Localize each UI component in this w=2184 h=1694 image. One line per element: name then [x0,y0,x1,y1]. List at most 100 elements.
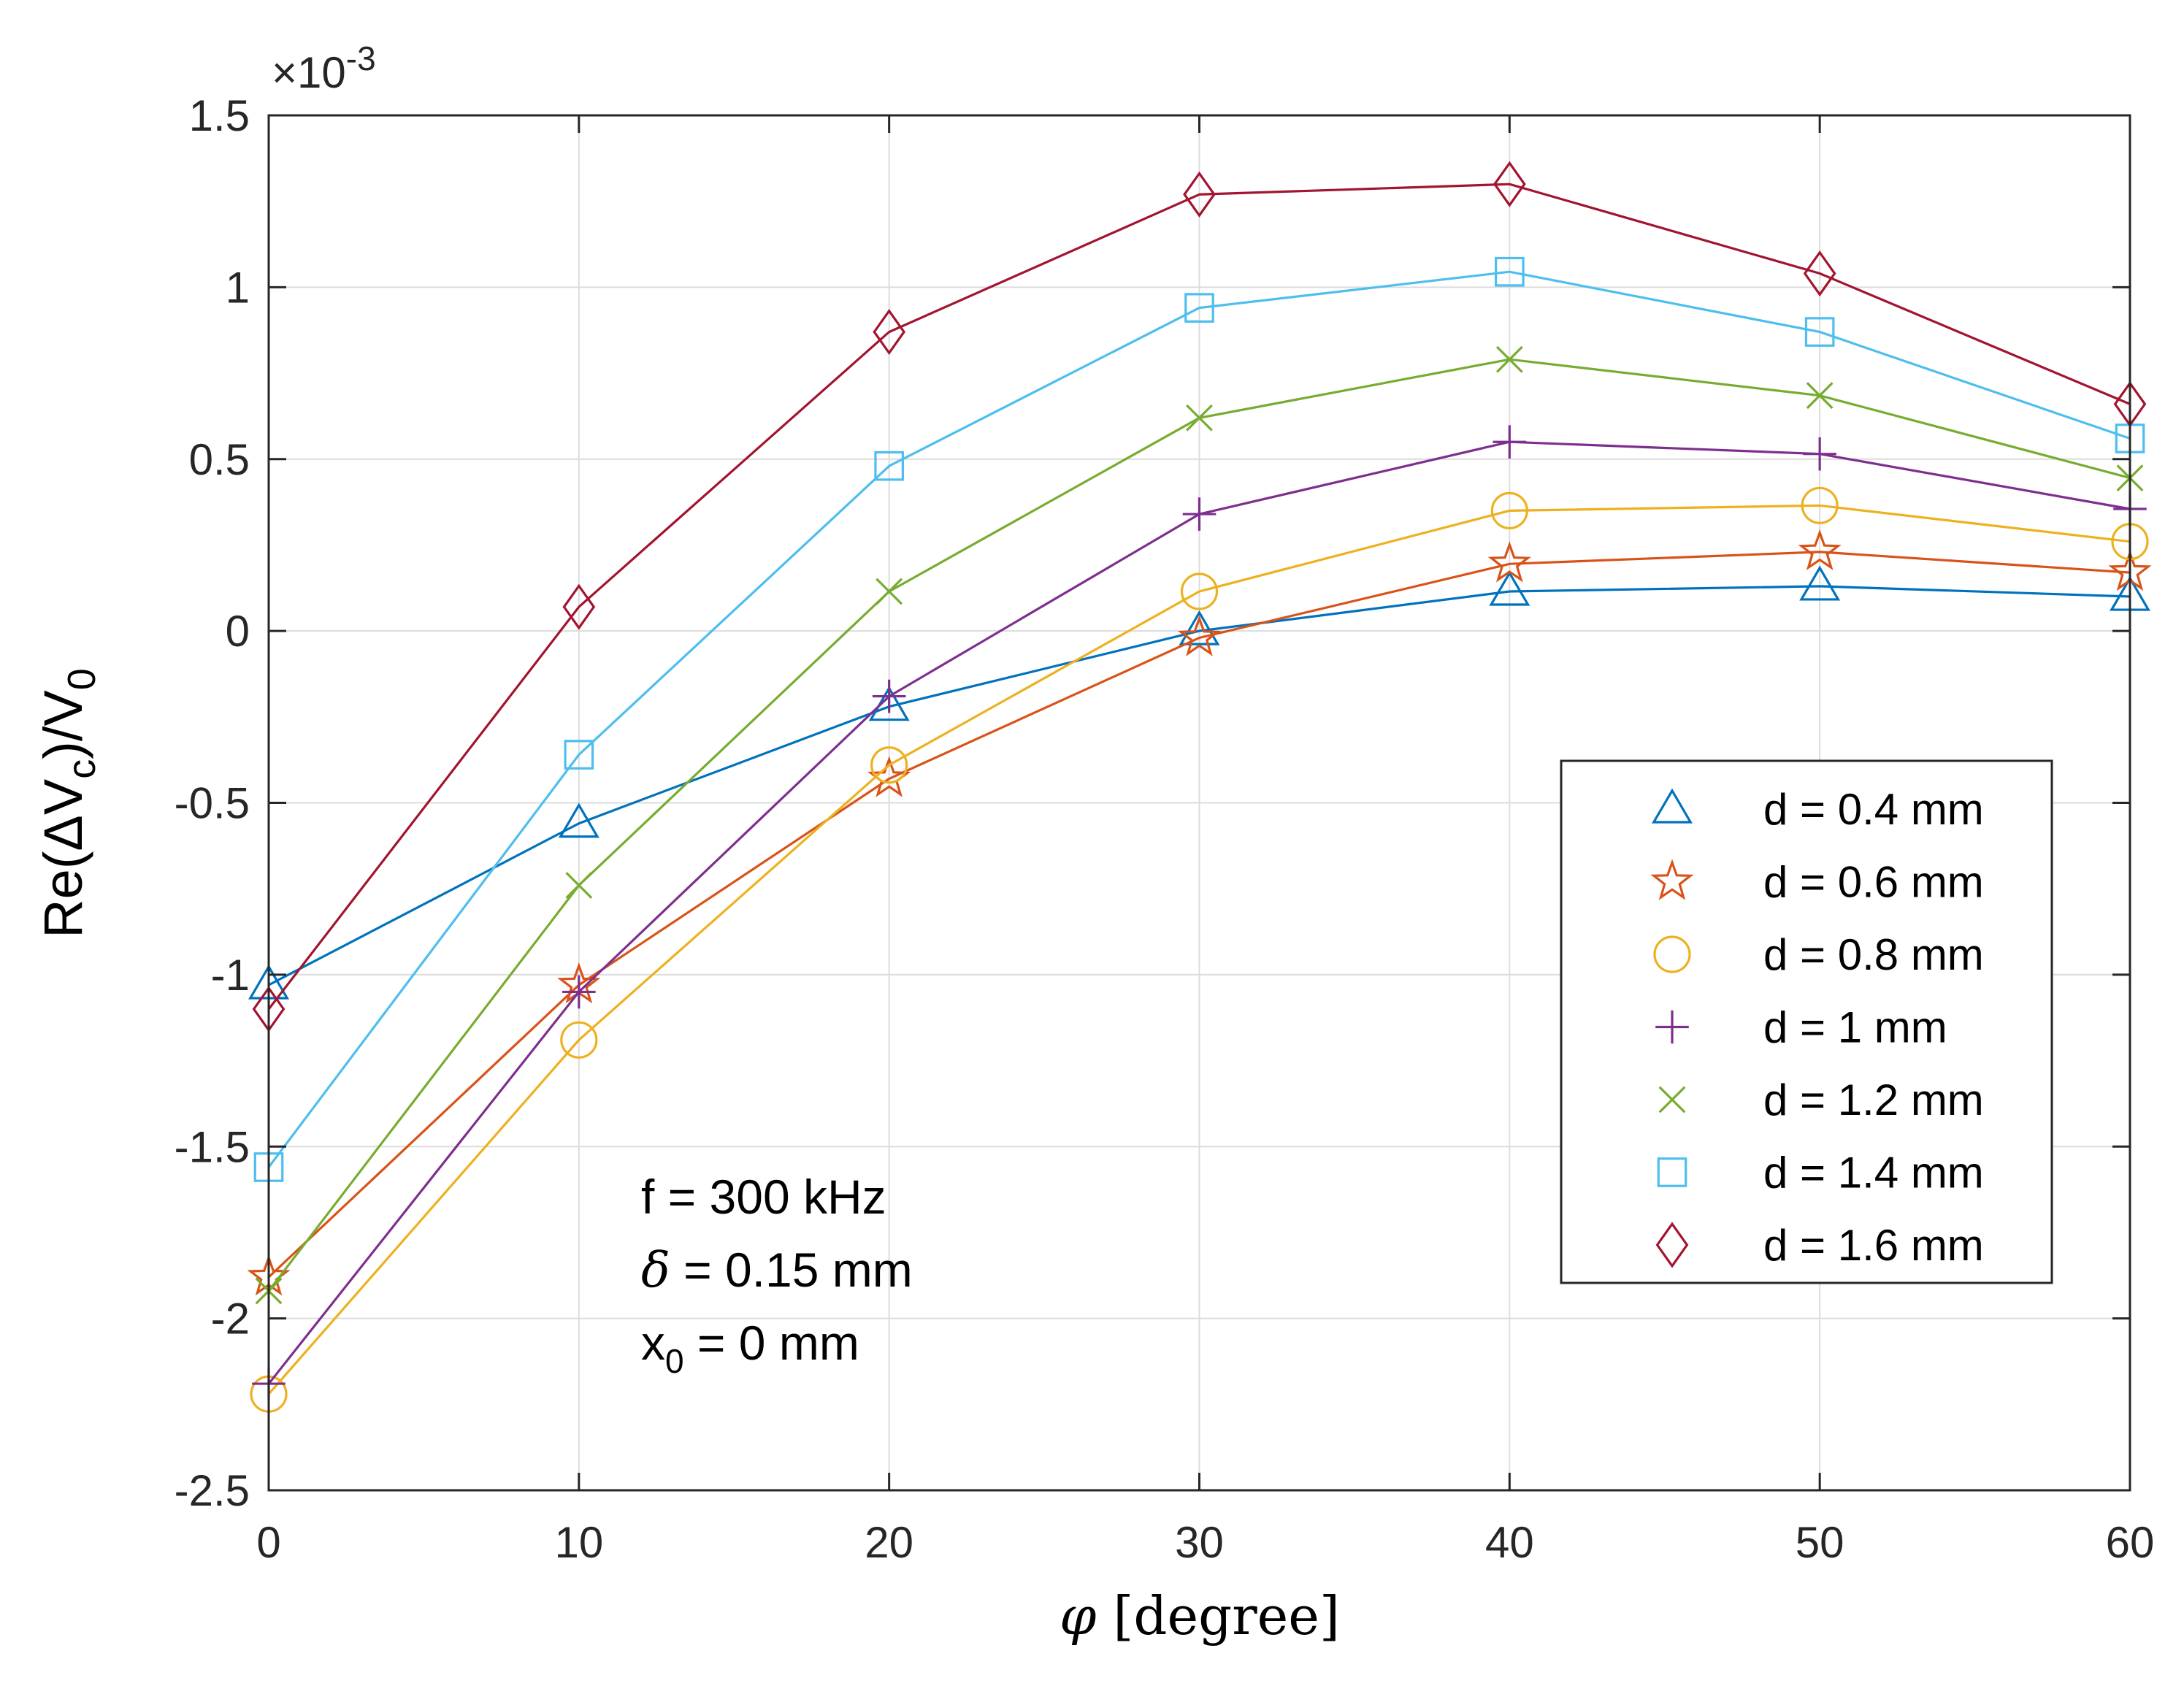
legend-marker [1657,1157,1687,1187]
y-tick-label: -1.5 [175,1122,250,1171]
data-point [1179,610,1220,645]
data-point [1180,572,1219,610]
legend-entry: d = 0.4 mm [1652,785,1984,834]
x-tick-label: 0 [256,1518,280,1567]
series-line [268,585,2131,986]
data-point [1490,491,1528,529]
y-tick-label: 1 [226,263,250,312]
data-point [1182,497,1216,531]
y-axis-label-main: Re(ΔV [33,778,93,938]
data-point [1184,293,1214,323]
data-point [564,740,594,770]
legend-label: d = 0.6 mm [1763,858,1984,907]
data-point [1177,615,1222,656]
annotation-delta-value: = 0.15 mm [670,1243,913,1297]
legend-marker [1652,788,1693,824]
data-point [560,1021,598,1059]
axis-multiplier: ×10-3 [272,39,376,97]
annotation-x0: x0 = 0 mm [641,1316,859,1380]
data-point [1489,570,1530,606]
x-tick-label: 30 [1175,1518,1224,1567]
data-point [1799,565,1841,601]
legend-marker [1658,1086,1686,1114]
data-point [873,309,906,356]
y-tick-label: 0.5 [189,435,250,484]
data-point [1801,486,1839,524]
annotation-x0-sub: 0 [665,1342,684,1380]
data-point [1806,382,1834,410]
annotation-frequency: f = 300 kHz [641,1170,886,1224]
series-layer [247,161,2152,1413]
data-point [562,975,596,1009]
annotation-delta: δ = 0.15 mm [641,1242,913,1298]
annotation-x0-var: x [641,1316,665,1370]
x-axis-label: φ [degree] [1060,1585,1340,1647]
data-point [867,756,911,797]
legend-entry: d = 1.4 mm [1657,1149,1984,1197]
data-point [1803,437,1836,471]
axis-multiplier-exponent: -3 [346,39,376,77]
y-axis-label-sub-0: 0 [60,668,104,690]
y-tick-label: 0 [226,607,250,656]
data-point [870,746,908,784]
data-point [875,578,903,605]
data-point [1487,541,1531,583]
legend-label: d = 1.4 mm [1763,1149,1984,1197]
data-point [562,583,596,630]
legend-label: d = 0.4 mm [1763,785,1984,834]
y-tick-label: 1.5 [189,91,250,140]
data-point [1495,256,1525,287]
data-point [1186,404,1213,432]
x-axis-label-symbol: φ [1060,1585,1097,1647]
legend-marker [1653,935,1691,973]
data-point [1493,425,1527,459]
series-3 [250,486,2149,1413]
x-tick-label: 40 [1485,1518,1534,1567]
legend-marker [1655,1010,1689,1044]
legend-box [1560,759,2053,1284]
x-tick-label: 50 [1796,1518,1844,1567]
tick-labels: 0 10 20 30 40 50 60 -2.5 -2 -1.5 -1 -0.5 0 0.5 1 1.5 [175,91,2155,1567]
data-point [1798,529,1842,571]
y-axis-label-mid: )/V [33,690,93,759]
legend-entry: d = 1.6 mm [1655,1221,1984,1270]
annotation-delta-symbol: δ [641,1242,670,1298]
legend: d = 0.4 mm d = 0.6 mm d = 0.8 mm d = 1 mm d … [1560,759,2053,1284]
legend-entry: d = 1 mm [1655,1003,1947,1052]
x-tick-label: 20 [865,1518,913,1567]
series-line [267,270,2131,1168]
legend-label: d = 1 mm [1763,1003,1947,1052]
data-point [1493,161,1526,207]
x-axis-label-unit: [degree] [1113,1585,1340,1647]
legend-marker [1655,1222,1689,1268]
x-tick-label: 10 [554,1518,603,1567]
y-tick-label: -2 [211,1295,250,1344]
ticks [267,114,2131,1492]
annotation-x0-value: = 0 mm [684,1316,859,1370]
data-point [565,872,593,899]
series-line [267,183,2131,1010]
y-axis-label-sub-c: c [60,759,104,779]
data-point [1495,345,1523,373]
axis-multiplier-prefix: ×10 [272,48,346,97]
legend-label: d = 1.2 mm [1763,1076,1984,1124]
series-line [267,504,2131,1395]
data-point [1804,317,1835,347]
data-point [874,451,904,481]
y-tick-label: -0.5 [175,779,250,828]
data-point [558,802,599,838]
y-tick-label: -2.5 [175,1466,250,1515]
legend-entry: d = 1.2 mm [1658,1076,1984,1124]
legend-entry: d = 0.6 mm [1650,858,1984,907]
annotation: f = 300 kHz δ = 0.15 mm x0 = 0 mm [641,1170,913,1380]
data-point [1183,171,1216,218]
legend-marker [1650,859,1694,900]
legend-label: d = 0.8 mm [1763,930,1984,979]
data-point [1803,250,1836,297]
legend-label: d = 1.6 mm [1763,1221,1984,1270]
data-point [872,679,906,713]
legend-entry: d = 0.8 mm [1653,930,1984,979]
y-tick-label: -1 [211,951,250,1000]
x-tick-label: 60 [2106,1518,2155,1567]
